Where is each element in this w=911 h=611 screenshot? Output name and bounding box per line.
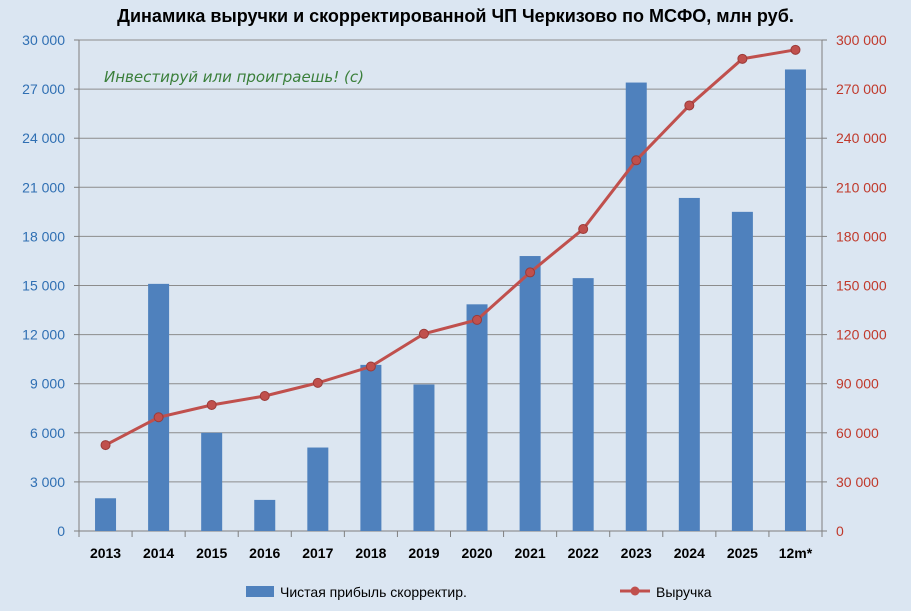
bar <box>95 498 117 531</box>
revenue-point <box>525 267 536 278</box>
y-right-tick-label: 0 <box>836 523 844 539</box>
revenue-point <box>312 377 323 388</box>
x-tick-label: 2014 <box>143 545 174 561</box>
bar <box>466 304 488 531</box>
x-tick-label: 2015 <box>196 545 227 561</box>
x-tick-label: 2020 <box>461 545 492 561</box>
x-tick-label: 2019 <box>408 545 439 561</box>
y-right-tick-label: 90 000 <box>836 376 879 392</box>
y-left-tick-label: 12 000 <box>22 327 65 343</box>
revenue-point <box>365 361 376 372</box>
y-left-tick-label: 9 000 <box>30 376 65 392</box>
revenue-point <box>790 44 801 55</box>
revenue-point <box>631 155 642 166</box>
legend-label-line: Выручка <box>656 584 712 600</box>
x-tick-label: 2023 <box>621 545 652 561</box>
bar <box>678 197 700 531</box>
x-tick-label: 2016 <box>249 545 280 561</box>
y-left-tick-label: 6 000 <box>30 425 65 441</box>
revenue-point <box>206 399 217 410</box>
revenue-point <box>153 412 164 423</box>
legend-marker-line <box>630 586 640 596</box>
bar <box>784 69 806 532</box>
y-left-tick-label: 30 000 <box>22 32 65 48</box>
y-right-tick-label: 180 000 <box>836 228 887 244</box>
y-right-tick-label: 120 000 <box>836 327 887 343</box>
revenue-point <box>578 224 589 235</box>
revenue-point <box>737 53 748 64</box>
x-tick-label: 2013 <box>90 545 121 561</box>
bar <box>254 499 276 531</box>
y-right-tick-label: 300 000 <box>836 32 887 48</box>
chart-title: Динамика выручки и скорректированной ЧП … <box>117 6 794 26</box>
y-left-tick-label: 18 000 <box>22 228 65 244</box>
x-tick-label: 2021 <box>515 545 546 561</box>
y-left-tick-label: 15 000 <box>22 278 65 294</box>
revenue-point <box>472 314 483 325</box>
bar <box>307 447 329 531</box>
x-tick-label: 12m* <box>779 545 813 561</box>
y-left-tick-label: 27 000 <box>22 81 65 97</box>
y-left-tick-label: 24 000 <box>22 130 65 146</box>
y-right-tick-label: 60 000 <box>836 425 879 441</box>
y-left-tick-label: 3 000 <box>30 474 65 490</box>
legend-swatch-bar <box>246 586 274 597</box>
y-right-tick-label: 240 000 <box>836 130 887 146</box>
x-tick-label: 2024 <box>674 545 705 561</box>
y-right-tick-label: 270 000 <box>836 81 887 97</box>
bar <box>572 278 594 531</box>
bar <box>519 256 541 531</box>
y-right-tick-label: 210 000 <box>836 179 887 195</box>
bar <box>731 211 753 531</box>
revenue-point <box>100 440 111 451</box>
y-left-tick-label: 21 000 <box>22 179 65 195</box>
x-tick-label: 2022 <box>568 545 599 561</box>
bar <box>148 283 170 531</box>
revenue-point <box>259 390 270 401</box>
legend-label-bar: Чистая прибыль скорректир. <box>280 584 467 600</box>
x-tick-label: 2017 <box>302 545 333 561</box>
x-tick-label: 2018 <box>355 545 386 561</box>
y-left-tick-label: 0 <box>57 523 65 539</box>
bar <box>413 384 435 531</box>
revenue-point <box>418 328 429 339</box>
revenue-point <box>684 100 695 111</box>
x-tick-label: 2025 <box>727 545 758 561</box>
bar <box>201 432 223 531</box>
y-right-tick-label: 150 000 <box>836 278 887 294</box>
watermark-annotation: Инвестируй или проиграешь! (с) <box>104 68 364 86</box>
revenue-line <box>104 48 796 447</box>
y-right-tick-label: 30 000 <box>836 474 879 490</box>
bar <box>360 364 382 531</box>
bar <box>625 82 647 531</box>
